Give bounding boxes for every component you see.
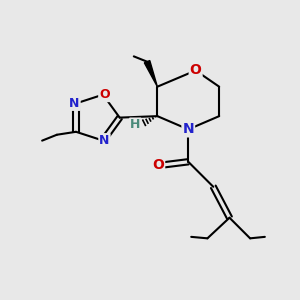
Polygon shape bbox=[144, 61, 158, 87]
Text: N: N bbox=[99, 134, 110, 147]
Text: O: O bbox=[152, 158, 164, 172]
Text: N: N bbox=[69, 97, 80, 110]
Text: N: N bbox=[182, 122, 194, 136]
Text: O: O bbox=[190, 64, 202, 77]
Text: H: H bbox=[130, 118, 140, 131]
Text: O: O bbox=[99, 88, 110, 101]
